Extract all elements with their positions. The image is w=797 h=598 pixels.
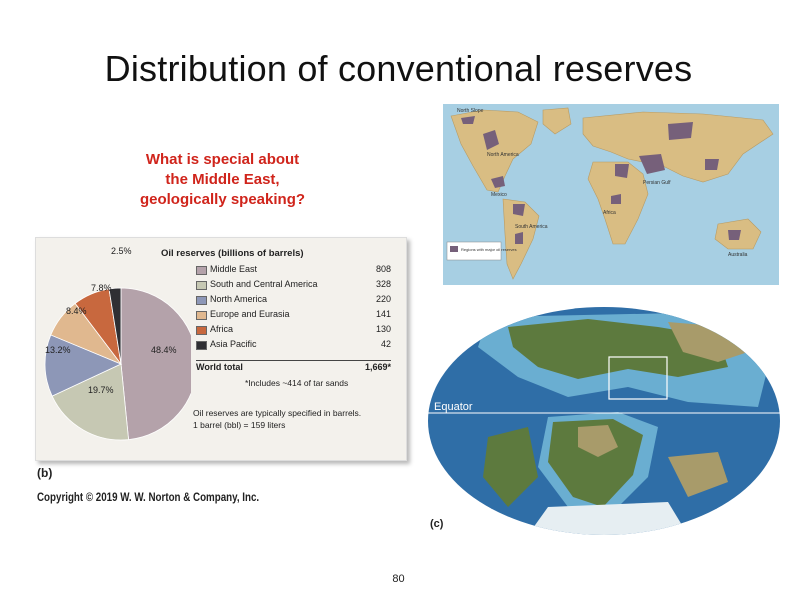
oil-reserves-figure: 2.5% 7.8% 8.4% 13.2% 19.7% 48.4% Oil res…	[35, 237, 407, 461]
gondwana-africa-south-america	[548, 419, 643, 507]
reserve-asia	[705, 159, 719, 170]
reserve-south-america	[515, 232, 523, 244]
map-label-africa: Africa	[603, 210, 616, 216]
map-legend-box	[446, 241, 502, 261]
legend-row-europe-eurasia: Europe and Eurasia 141	[196, 309, 391, 322]
legend-name: South and Central America	[210, 279, 318, 289]
page-number: 80	[392, 573, 405, 585]
pct-label-middle-east: 48.4%	[151, 345, 177, 355]
legend-value: 220	[375, 294, 391, 304]
legend-swatch	[196, 311, 207, 320]
question-text: What is special about the Middle East, g…	[110, 150, 335, 210]
pie-chart	[44, 287, 191, 441]
south-america-paleo	[483, 427, 538, 507]
pct-label-africa: 7.8%	[91, 283, 112, 293]
legend-row-south-central-america: South and Central America 328	[196, 279, 391, 292]
figure-c-label: (c)	[428, 518, 446, 530]
map-legend-text: Regions with major oil reserves	[461, 247, 517, 252]
question-line-2: the Middle East,	[165, 171, 280, 188]
reserve-regions	[461, 116, 741, 244]
australia-antarctica	[668, 452, 728, 497]
eurasia-land	[582, 111, 774, 183]
pct-label-europe: 8.4%	[66, 306, 87, 316]
pie-slice-south-central-america	[51, 363, 130, 441]
legend-swatch	[196, 326, 207, 335]
world-total-row: World total 1,669*	[196, 362, 391, 372]
legend-name: Europe and Eurasia	[210, 309, 290, 319]
equator-label: Equator	[434, 401, 473, 413]
pie-slice-asia-pacific	[108, 287, 122, 365]
legend-row-africa: Africa 130	[196, 324, 391, 337]
reserve-west-africa	[611, 194, 621, 204]
legend-value: 328	[375, 279, 391, 289]
africa-desert	[578, 425, 618, 457]
legend-value: 42	[380, 339, 391, 349]
legend-value: 141	[375, 309, 391, 319]
legend-swatch	[196, 341, 207, 350]
pct-label-asia-pacific: 2.5%	[111, 246, 132, 256]
world-oil-reserves-map: North Slope Mexico North America South A…	[443, 104, 779, 285]
reserve-australia	[728, 230, 741, 240]
map-label-mexico: Mexico	[491, 192, 507, 198]
legend-value: 808	[375, 264, 391, 274]
reserve-north-africa	[615, 164, 629, 178]
figure-b-label: (b)	[37, 466, 53, 480]
tar-sands-note: *Includes ~414 of tar sands	[245, 378, 349, 388]
greenland-land	[542, 107, 572, 135]
reserve-venezuela	[513, 204, 525, 216]
pie-slice-middle-east	[120, 287, 191, 441]
antarctic-ice	[528, 502, 688, 535]
legend-title: Oil reserves (billions of barrels)	[161, 248, 304, 259]
barrels-note: Oil reserves are typically specified in …	[193, 408, 362, 418]
north-america-land	[450, 109, 539, 193]
reserve-persian-gulf	[639, 154, 665, 174]
barrel-conversion-note: 1 barrel (bbl) = 159 liters	[193, 420, 286, 430]
map-label-north-slope: North Slope	[457, 108, 484, 114]
legend-swatch	[196, 296, 207, 305]
legend-row-asia-pacific: Asia Pacific 42	[196, 339, 391, 352]
slide-title: Distribution of conventional reserves	[104, 48, 693, 89]
total-divider	[196, 360, 391, 361]
pct-label-south-america: 19.7%	[88, 385, 114, 395]
legend-name: North America	[210, 294, 268, 304]
reserve-north-slope	[461, 116, 475, 124]
map-legend: Regions with major oil reserves	[446, 241, 517, 261]
reserve-north-america	[483, 130, 499, 150]
pie-slice-north-america	[44, 334, 122, 397]
map-legend-swatch	[450, 246, 458, 252]
map-label-persian-gulf: Persian Gulf	[643, 180, 671, 186]
legend-swatch	[196, 281, 207, 290]
question-line-1: What is special about	[145, 151, 300, 168]
legend-value: 130	[375, 324, 391, 334]
map-label-north-america: North America	[487, 152, 519, 158]
northern-continents	[508, 319, 728, 379]
legend-name: Africa	[210, 324, 234, 334]
copyright-text: Copyright © 2019 W. W. Norton & Company,…	[37, 492, 260, 504]
world-total-value: 1,669*	[364, 362, 391, 372]
tethys-highlight-box	[608, 356, 668, 400]
world-total-label: World total	[196, 362, 243, 372]
legend-name: Asia Pacific	[210, 339, 257, 349]
paleogeography-map: Equator	[428, 307, 780, 535]
map-label-australia: Australia	[728, 252, 748, 258]
reserve-russia	[668, 122, 693, 140]
legend-name: Middle East	[210, 264, 258, 274]
legend-row-middle-east: Middle East 808	[196, 264, 391, 277]
legend-row-north-america: North America 220	[196, 294, 391, 307]
map-label-south-america: South America	[515, 224, 548, 230]
reserve-mexico	[491, 176, 505, 188]
legend-swatch	[196, 266, 207, 275]
pct-label-north-america: 13.2%	[45, 345, 71, 355]
question-line-3: geologically speaking?	[139, 191, 306, 208]
